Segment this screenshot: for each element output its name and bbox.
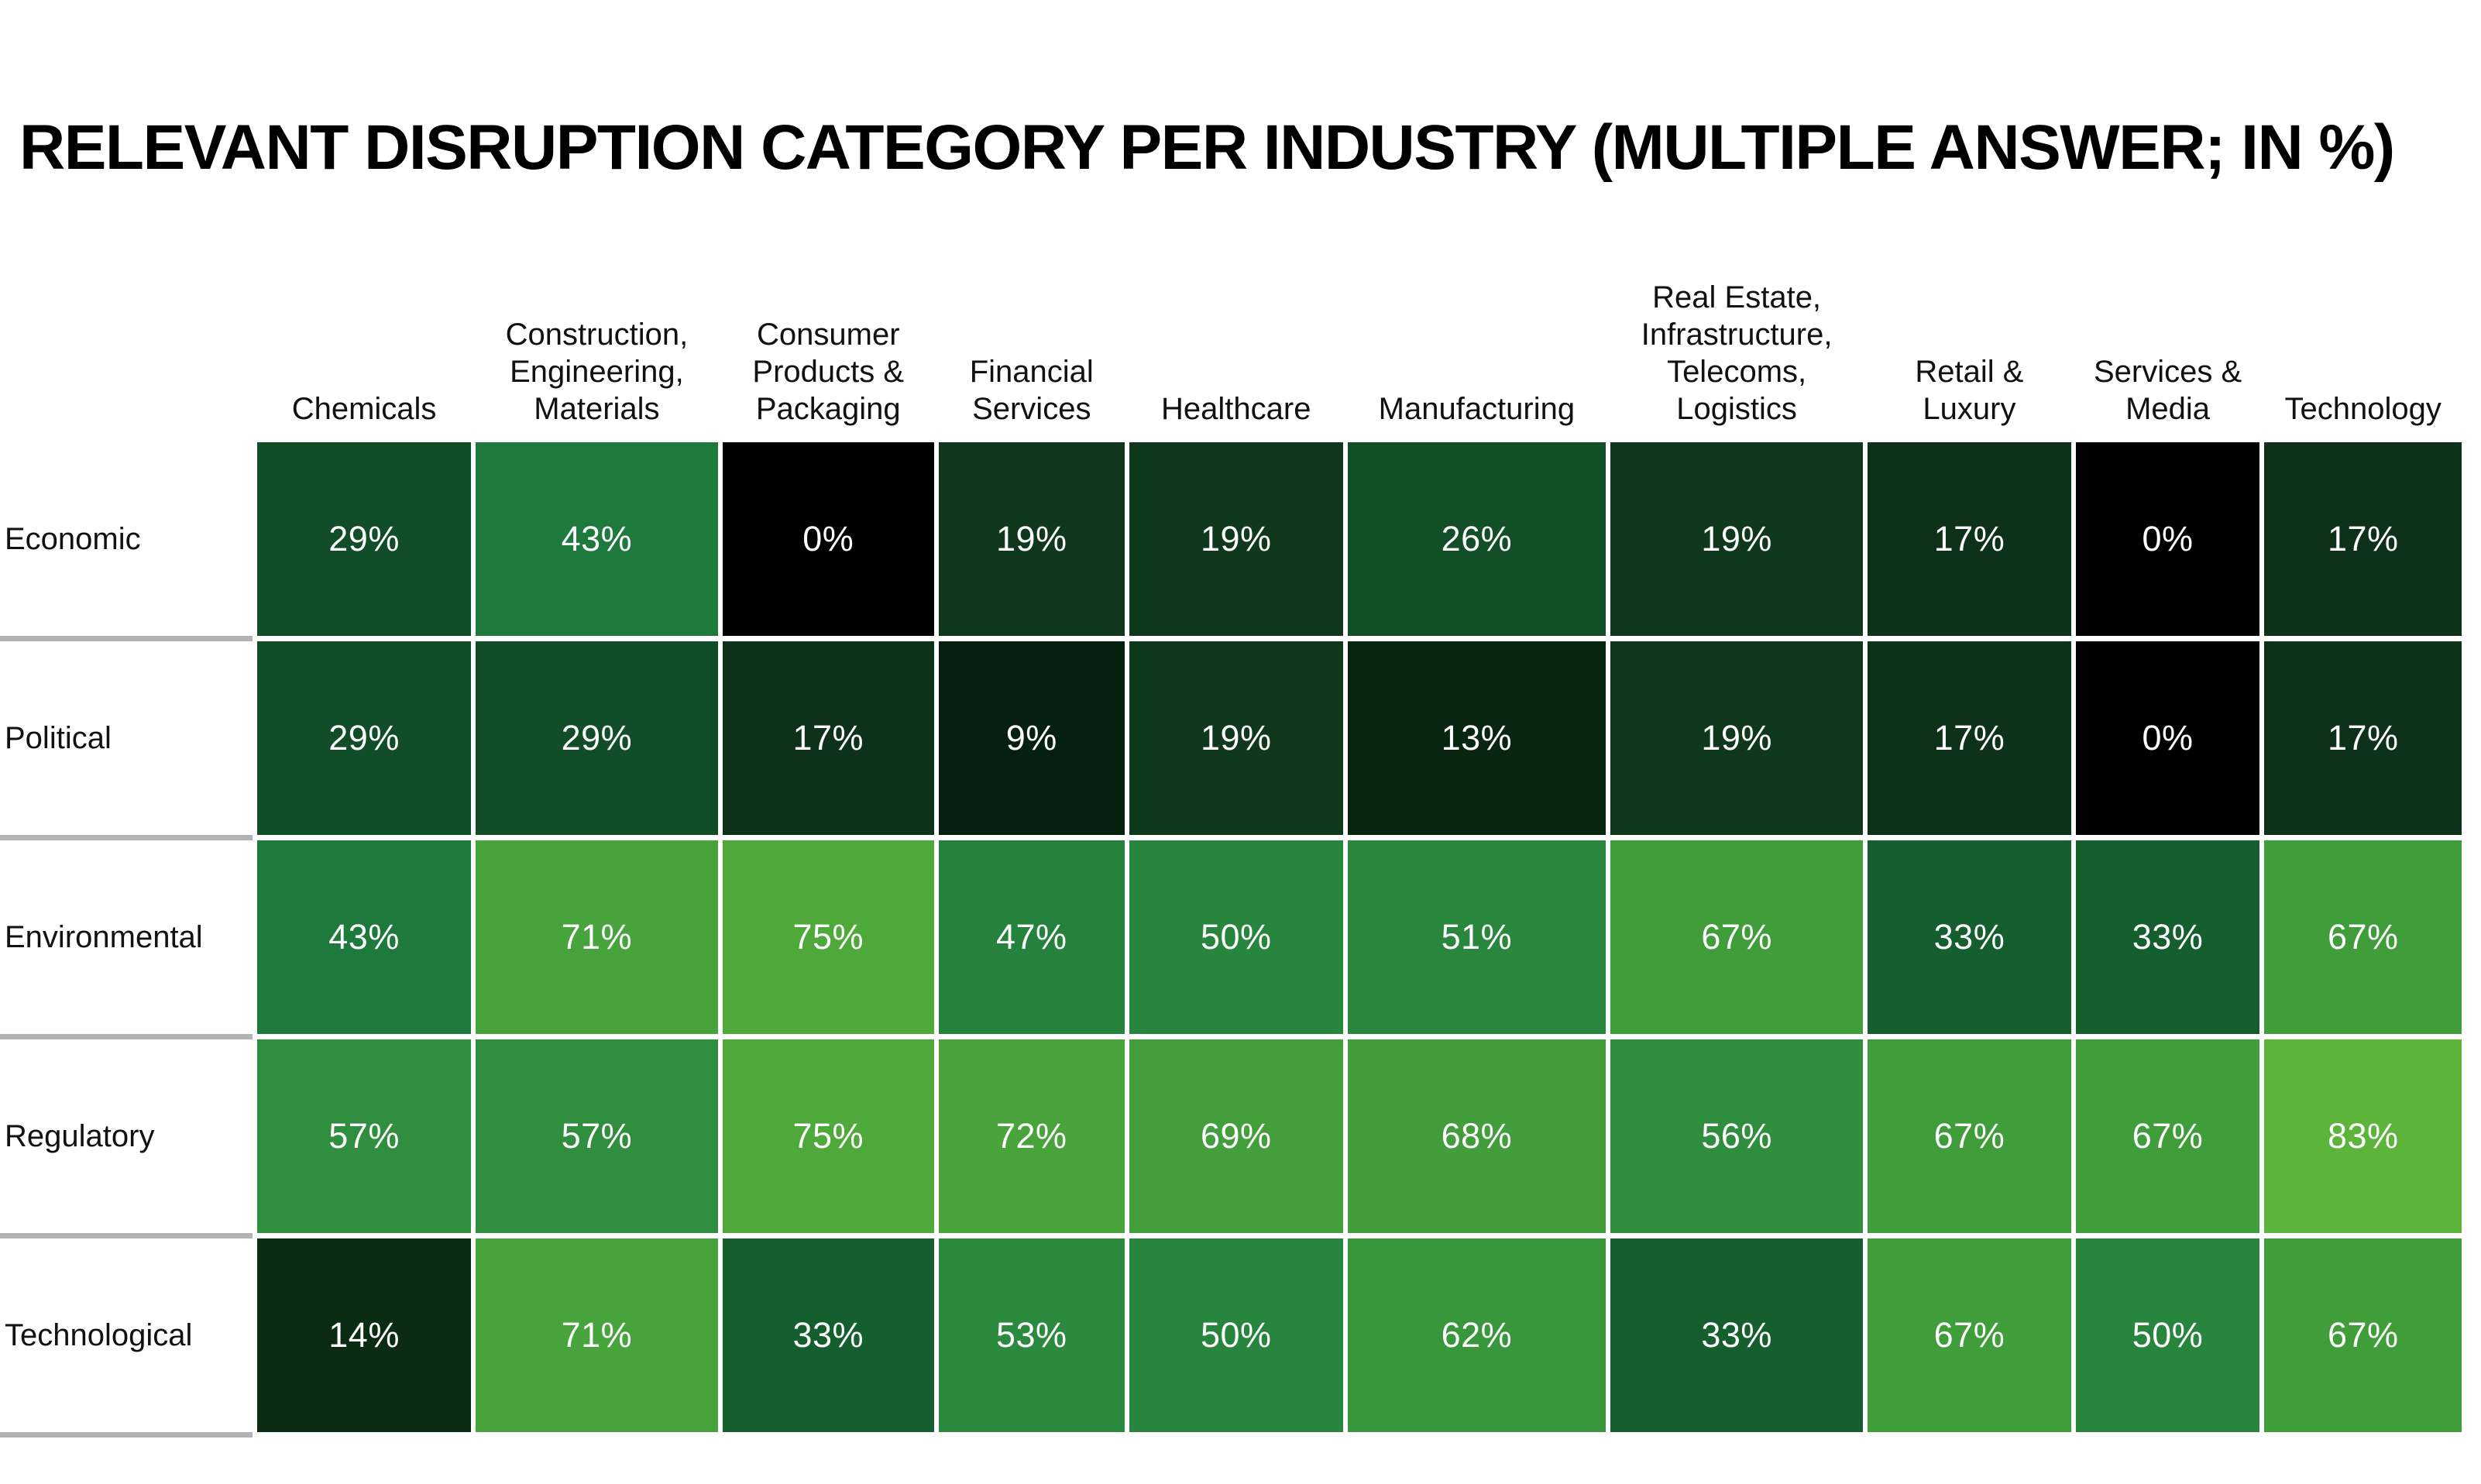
- cell-environmental-manufacturing: 51%: [1347, 840, 1606, 1034]
- col-header-chemicals: Chemicals: [257, 248, 472, 437]
- header-corner-spacer: [0, 248, 253, 437]
- cell-technological-manufacturing: 62%: [1347, 1238, 1606, 1432]
- col-header-line: Media: [2125, 392, 2211, 426]
- col-header-line: Products &: [752, 355, 905, 389]
- row-label-political: Political: [0, 641, 253, 840]
- cell-political-construction-engineering-materials: 29%: [476, 641, 718, 835]
- col-header-line: Services: [972, 392, 1091, 426]
- col-header-line: Consumer: [757, 318, 900, 352]
- cell-environmental-healthcare: 50%: [1129, 840, 1343, 1034]
- col-header-line: Packaging: [755, 392, 901, 426]
- cell-political-manufacturing: 13%: [1347, 641, 1606, 835]
- cell-regulatory-technology: 83%: [2264, 1039, 2462, 1233]
- cell-environmental-real-estate-infrastructure-telecoms-logistics: 67%: [1610, 840, 1864, 1034]
- cell-economic-technology: 17%: [2264, 442, 2462, 636]
- cell-economic-services-media: 0%: [2075, 442, 2260, 636]
- row-label-technological: Technological: [0, 1238, 253, 1438]
- cell-environmental-construction-engineering-materials: 71%: [476, 840, 718, 1034]
- cell-economic-manufacturing: 26%: [1347, 442, 1606, 636]
- col-header-line: Financial: [969, 355, 1094, 389]
- cell-regulatory-construction-engineering-materials: 57%: [476, 1039, 718, 1233]
- col-header-line: Materials: [534, 392, 660, 426]
- col-header-line: Chemicals: [291, 392, 437, 426]
- col-header-line: Services &: [2093, 355, 2242, 389]
- cell-regulatory-healthcare: 69%: [1129, 1039, 1343, 1233]
- col-header-line: Telecoms,: [1667, 355, 1807, 389]
- cell-political-services-media: 0%: [2075, 641, 2260, 835]
- cell-economic-construction-engineering-materials: 43%: [476, 442, 718, 636]
- col-header-line: Manufacturing: [1378, 392, 1576, 426]
- col-header-financial-services: Financial Services: [938, 248, 1125, 437]
- col-header-line: Luxury: [1923, 392, 2016, 426]
- cell-regulatory-manufacturing: 68%: [1347, 1039, 1606, 1233]
- col-header-line: Construction,: [505, 318, 689, 352]
- cell-technological-healthcare: 50%: [1129, 1238, 1343, 1432]
- cell-political-consumer-products-packaging: 17%: [722, 641, 934, 835]
- cell-political-healthcare: 19%: [1129, 641, 1343, 835]
- cell-technological-chemicals: 14%: [257, 1238, 472, 1432]
- col-header-services-media: Services & Media: [2075, 248, 2260, 437]
- cell-regulatory-services-media: 67%: [2075, 1039, 2260, 1233]
- cell-regulatory-real-estate-infrastructure-telecoms-logistics: 56%: [1610, 1039, 1864, 1233]
- cell-economic-healthcare: 19%: [1129, 442, 1343, 636]
- col-header-manufacturing: Manufacturing: [1347, 248, 1606, 437]
- cell-regulatory-chemicals: 57%: [257, 1039, 472, 1233]
- cell-technological-consumer-products-packaging: 33%: [722, 1238, 934, 1432]
- cell-technological-services-media: 50%: [2075, 1238, 2260, 1432]
- col-header-technology: Technology: [2264, 248, 2462, 437]
- cell-environmental-retail-luxury: 33%: [1868, 840, 2071, 1034]
- row-label-environmental: Environmental: [0, 840, 253, 1039]
- cell-technological-financial-services: 53%: [938, 1238, 1125, 1432]
- cell-regulatory-retail-luxury: 67%: [1868, 1039, 2071, 1233]
- col-header-line: Healthcare: [1161, 392, 1311, 426]
- col-header-healthcare: Healthcare: [1129, 248, 1343, 437]
- cell-technological-construction-engineering-materials: 71%: [476, 1238, 718, 1432]
- row-label-regulatory: Regulatory: [0, 1039, 253, 1238]
- cell-political-retail-luxury: 17%: [1868, 641, 2071, 835]
- cell-technological-retail-luxury: 67%: [1868, 1238, 2071, 1432]
- col-header-line: Engineering,: [510, 355, 684, 389]
- cell-economic-retail-luxury: 17%: [1868, 442, 2071, 636]
- heatmap-grid: Chemicals Construction, Engineering, Materi…: [0, 248, 2462, 1438]
- cell-political-chemicals: 29%: [257, 641, 472, 835]
- col-header-line: Retail &: [1915, 355, 2024, 389]
- cell-economic-real-estate-infrastructure-telecoms-logistics: 19%: [1610, 442, 1864, 636]
- chart-title: RELEVANT DISRUPTION CATEGORY PER INDUSTR…: [19, 112, 2395, 183]
- cell-political-real-estate-infrastructure-telecoms-logistics: 19%: [1610, 641, 1864, 835]
- col-header-line: Infrastructure,: [1641, 318, 1833, 352]
- col-header-line: Logistics: [1676, 392, 1797, 426]
- cell-economic-financial-services: 19%: [938, 442, 1125, 636]
- cell-political-financial-services: 9%: [938, 641, 1125, 835]
- cell-regulatory-financial-services: 72%: [938, 1039, 1125, 1233]
- row-label-economic: Economic: [0, 442, 253, 641]
- cell-environmental-technology: 67%: [2264, 840, 2462, 1034]
- cell-environmental-chemicals: 43%: [257, 840, 472, 1034]
- col-header-line: Technology: [2284, 392, 2441, 426]
- col-header-retail-luxury: Retail & Luxury: [1868, 248, 2071, 437]
- cell-political-technology: 17%: [2264, 641, 2462, 835]
- cell-regulatory-consumer-products-packaging: 75%: [722, 1039, 934, 1233]
- col-header-consumer-products-packaging: Consumer Products & Packaging: [722, 248, 934, 437]
- col-header-construction-engineering-materials: Construction, Engineering, Materials: [476, 248, 718, 437]
- cell-environmental-services-media: 33%: [2075, 840, 2260, 1034]
- col-header-real-estate-infrastructure-telecoms-logistics: Real Estate, Infrastructure, Telecoms, Logi…: [1610, 248, 1864, 437]
- col-header-line: Real Estate,: [1652, 280, 1822, 314]
- cell-technological-real-estate-infrastructure-telecoms-logistics: 33%: [1610, 1238, 1864, 1432]
- cell-economic-consumer-products-packaging: 0%: [722, 442, 934, 636]
- cell-technological-technology: 67%: [2264, 1238, 2462, 1432]
- cell-economic-chemicals: 29%: [257, 442, 472, 636]
- cell-environmental-consumer-products-packaging: 75%: [722, 840, 934, 1034]
- cell-environmental-financial-services: 47%: [938, 840, 1125, 1034]
